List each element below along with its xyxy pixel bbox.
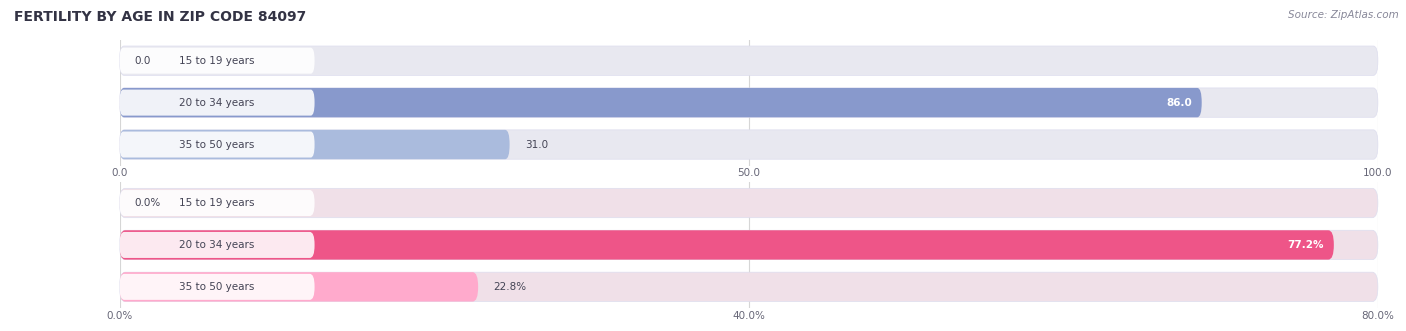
FancyBboxPatch shape: [120, 232, 315, 258]
FancyBboxPatch shape: [120, 88, 1378, 117]
FancyBboxPatch shape: [120, 272, 1378, 302]
Text: 35 to 50 years: 35 to 50 years: [180, 282, 254, 292]
FancyBboxPatch shape: [120, 188, 1378, 218]
Text: 77.2%: 77.2%: [1288, 240, 1324, 250]
FancyBboxPatch shape: [120, 88, 1202, 117]
Text: FERTILITY BY AGE IN ZIP CODE 84097: FERTILITY BY AGE IN ZIP CODE 84097: [14, 10, 307, 24]
Text: 15 to 19 years: 15 to 19 years: [180, 198, 254, 208]
FancyBboxPatch shape: [120, 272, 478, 302]
FancyBboxPatch shape: [120, 230, 1378, 260]
Text: 15 to 19 years: 15 to 19 years: [180, 56, 254, 66]
FancyBboxPatch shape: [120, 230, 1334, 260]
FancyBboxPatch shape: [120, 46, 1378, 75]
Text: 86.0: 86.0: [1166, 98, 1192, 108]
Text: 31.0: 31.0: [524, 140, 548, 150]
Text: 0.0: 0.0: [135, 56, 150, 66]
FancyBboxPatch shape: [120, 274, 315, 300]
FancyBboxPatch shape: [120, 90, 315, 116]
FancyBboxPatch shape: [120, 131, 315, 158]
FancyBboxPatch shape: [120, 130, 1378, 159]
Text: Source: ZipAtlas.com: Source: ZipAtlas.com: [1288, 10, 1399, 20]
FancyBboxPatch shape: [120, 190, 315, 216]
FancyBboxPatch shape: [120, 48, 315, 74]
Text: 0.0%: 0.0%: [135, 198, 160, 208]
Text: 35 to 50 years: 35 to 50 years: [180, 140, 254, 150]
FancyBboxPatch shape: [120, 130, 509, 159]
Text: 20 to 34 years: 20 to 34 years: [180, 98, 254, 108]
Text: 22.8%: 22.8%: [494, 282, 526, 292]
Text: 20 to 34 years: 20 to 34 years: [180, 240, 254, 250]
